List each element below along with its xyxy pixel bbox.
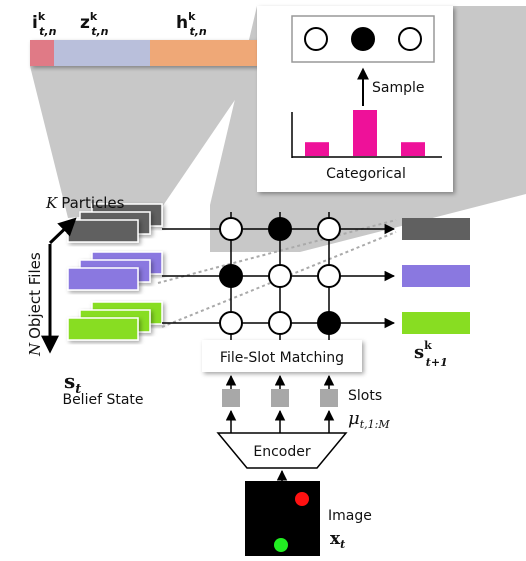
belief-state-particles xyxy=(67,203,163,341)
particle-block-object3-k3 xyxy=(67,317,139,341)
slot-2 xyxy=(271,389,289,407)
k-particles-label: K Particles xyxy=(45,194,125,212)
slots-label: Slots xyxy=(348,388,382,404)
particle-block-object1-k3 xyxy=(67,219,139,243)
n-object-files-label: NObject Files xyxy=(26,252,44,357)
match-node-r2-c3 xyxy=(317,264,341,288)
image-label: Image xyxy=(328,508,372,524)
matching-grid xyxy=(162,212,396,340)
slot-1 xyxy=(222,389,240,407)
belief-state-symbol: st xyxy=(64,369,81,397)
match-node-r2-c1 xyxy=(219,264,243,288)
sample-circles xyxy=(304,27,422,51)
match-node-r1-c2 xyxy=(268,217,292,241)
output-object-files xyxy=(402,218,470,334)
category-circle-1 xyxy=(304,27,328,51)
slots-symbol: μt,1:M xyxy=(348,408,390,431)
image-red-dot xyxy=(295,492,309,506)
sample-label: Sample xyxy=(372,80,425,96)
latent-label-i: ik t,n xyxy=(32,10,57,38)
output-symbol: sk t+1 xyxy=(414,339,448,369)
slot-3 xyxy=(320,389,338,407)
encoder-label: Encoder xyxy=(253,444,310,460)
category-bar-3 xyxy=(401,142,425,156)
latent-bar xyxy=(30,40,258,66)
output-bar-2 xyxy=(402,265,470,287)
category-bar-1 xyxy=(305,142,329,156)
category-circle-2 xyxy=(351,27,375,51)
match-node-r3-c2 xyxy=(268,311,292,335)
image-symbol: xt xyxy=(330,529,345,551)
categorical-label: Categorical xyxy=(326,166,406,182)
k-axis-arrow xyxy=(48,217,77,245)
latent-zoom-cone xyxy=(30,66,258,218)
encoder-trapezoid xyxy=(216,432,348,469)
belief-state-label: Belief State xyxy=(62,392,143,408)
categorical-histogram xyxy=(305,110,425,156)
output-bar-1 xyxy=(402,218,470,240)
file-slot-matching: File-Slot Matching xyxy=(202,340,362,372)
match-node-r3-c1 xyxy=(219,311,243,335)
match-node-r1-c1 xyxy=(219,217,243,241)
latent-segment-z xyxy=(54,40,150,66)
image-green-dot xyxy=(274,538,288,552)
match-node-r3-c3 xyxy=(317,311,341,335)
category-circle-3 xyxy=(398,27,422,51)
file-slot-matching-label: File-Slot Matching xyxy=(220,350,344,366)
latent-segment-i xyxy=(30,40,54,66)
category-bar-2 xyxy=(353,110,377,156)
latent-label-h: hk t,n xyxy=(176,10,207,38)
output-bar-3 xyxy=(402,312,470,334)
match-node-r2-c2 xyxy=(268,264,292,288)
latent-segment-h xyxy=(150,40,258,66)
input-image xyxy=(245,469,320,556)
particle-block-object2-k3 xyxy=(67,267,139,291)
match-node-r1-c3 xyxy=(317,217,341,241)
encoder: Encoder xyxy=(216,432,348,469)
categorical-inset: Sample Categorical xyxy=(257,6,453,192)
latent-label-z: zk t,n xyxy=(80,10,109,38)
slots xyxy=(222,374,338,433)
